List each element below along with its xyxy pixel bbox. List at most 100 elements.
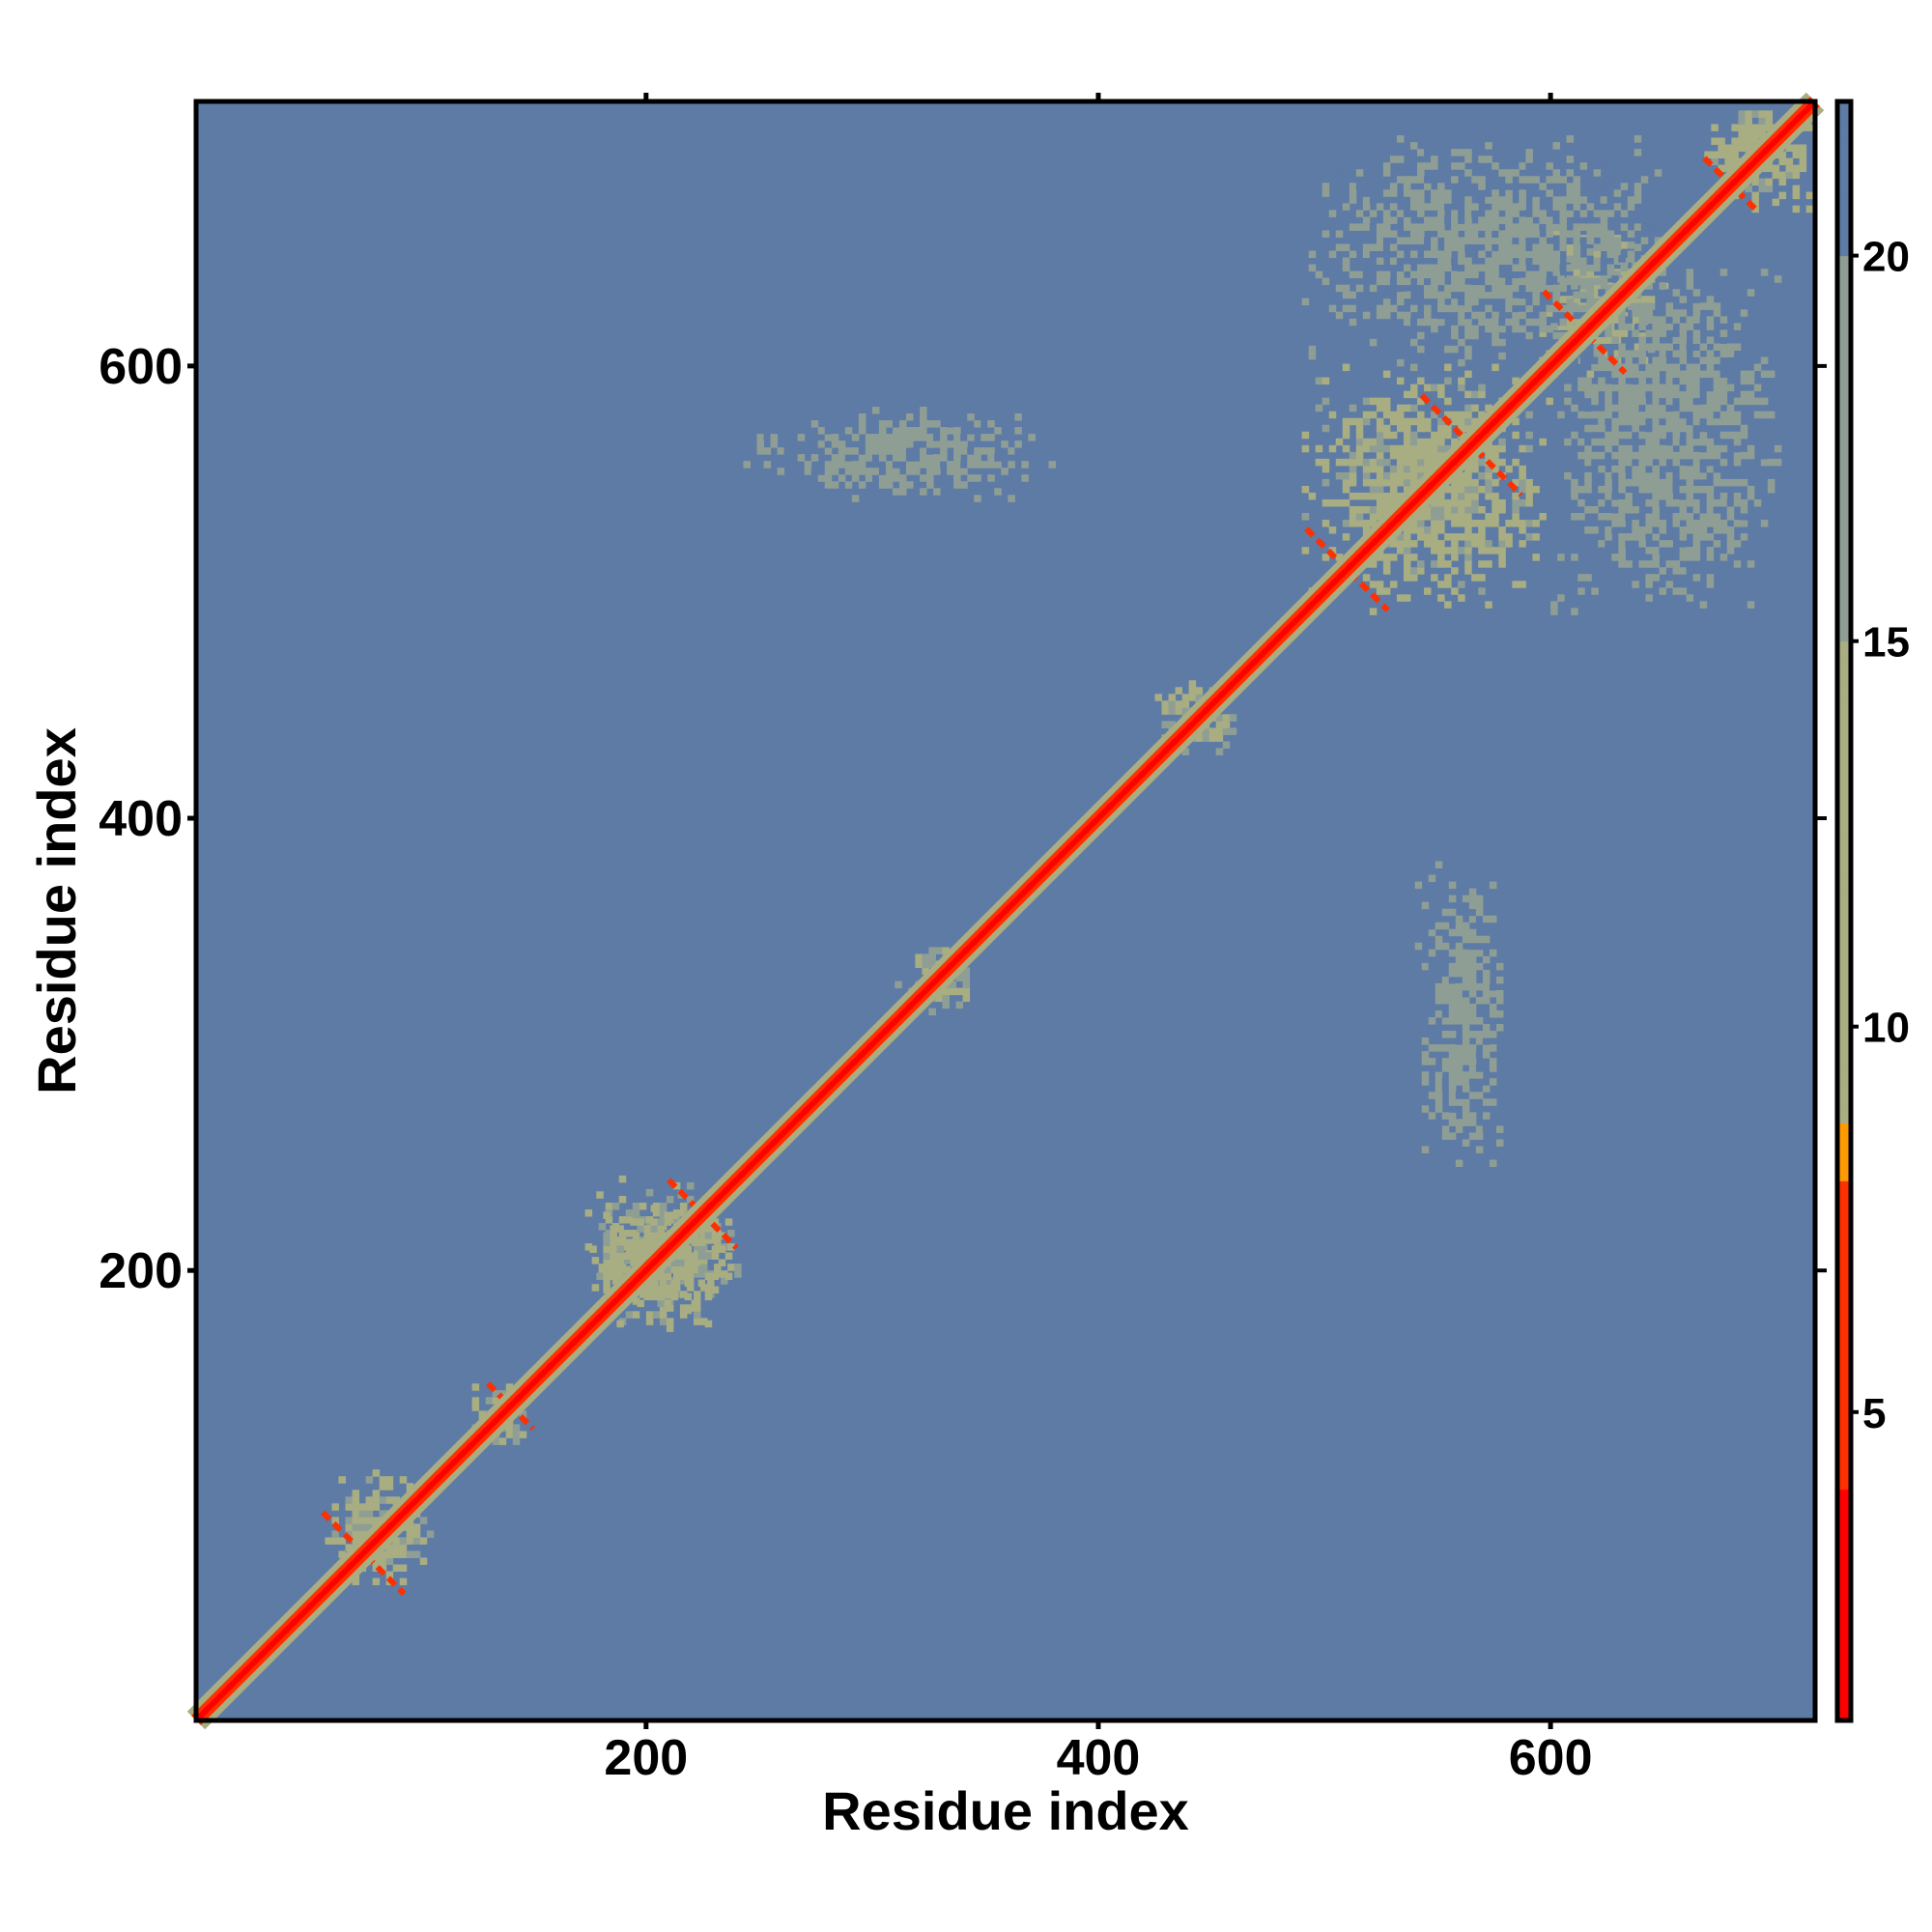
contact-cell [1478,506,1486,514]
contact-cell [1747,451,1755,460]
contact-cell [1652,478,1660,487]
contact-cell [1455,1051,1463,1059]
contact-cell [1485,560,1492,568]
contact-cell [724,1272,733,1281]
contact-cell [1546,397,1553,406]
contact-cell [878,468,887,475]
contact-cell [1498,547,1506,554]
contact-cell [797,454,806,462]
contact-cell [1441,976,1450,984]
contact-cell [1021,461,1029,469]
contact-cell [704,1252,713,1260]
contact-cell [1451,284,1459,293]
contact-cell [1792,185,1801,193]
contact-cell [1753,384,1762,392]
contact-cell [1699,601,1708,609]
contact-cell [610,1252,617,1260]
contact-cell [1618,431,1626,440]
contact-cell [1672,513,1681,521]
colorbar-segment [1837,949,1851,970]
contact-cell [1645,520,1653,527]
contact-cell [1444,601,1452,609]
contact-cell [1437,513,1445,521]
contact-cell [1362,520,1371,527]
contact-cell [1665,384,1674,392]
contact-cell [1455,989,1463,998]
contact-cell [1301,431,1310,440]
contact-cell [1431,506,1438,514]
contact-cell [1659,316,1667,324]
contact-cell [657,1299,666,1308]
contact-cell [1692,316,1701,324]
contact-cell [1468,1051,1477,1059]
contact-cell [1428,1112,1436,1120]
contact-cell [1552,223,1560,231]
contact-cell [1382,169,1391,177]
contact-cell [1591,506,1599,514]
contact-cell [1382,444,1391,453]
contact-cell [1448,1098,1457,1106]
contact-cell [865,474,873,482]
contact-cell [1448,1065,1457,1072]
contact-cell [1492,264,1499,272]
contact-cell [885,468,894,475]
contact-cell [1634,316,1642,324]
contact-cell [1733,498,1742,507]
contact-cell [1699,316,1708,324]
contact-cell [1625,431,1633,440]
contact-cell [1458,257,1465,266]
contact-cell [871,434,880,441]
contact-cell [1451,257,1459,266]
anti-diagonal-contact [1541,289,1628,376]
contact-cell [1485,243,1492,251]
contact-cell [1355,431,1364,440]
contact-cell [1376,417,1384,426]
contact-cell [1512,417,1520,426]
contact-cell [1632,404,1639,412]
contact-cell [1539,513,1547,521]
contact-cell [1424,587,1432,595]
contact-cell [1652,323,1660,330]
contact-cell [1471,243,1479,251]
contact-cell [1485,210,1492,217]
contact-cell [1444,506,1452,514]
contact-cell [885,474,894,482]
contact-cell [1767,458,1776,467]
contact-cell [935,994,943,1003]
contact-cell [1403,451,1411,460]
contact-cell [1692,540,1701,548]
contact-cell [1437,390,1445,399]
contact-cell [1573,311,1581,320]
contact-cell [1342,304,1350,313]
contact-cell [1620,329,1629,337]
contact-cell [1382,223,1391,231]
contact-cell [1573,183,1581,190]
contact-cell [1618,411,1626,419]
contact-cell [1396,257,1405,266]
contact-cell [1444,243,1452,251]
contact-cell [1659,520,1667,527]
contact-cell [947,440,954,448]
contact-cell [1382,498,1391,507]
colorbar-segment [1837,1316,1851,1336]
contact-cell [1451,216,1459,224]
contact-cell [1753,397,1762,406]
contact-cell [1349,196,1357,204]
contact-cell [1584,377,1592,385]
contact-cell [650,1218,659,1226]
contact-cell [1482,989,1491,998]
contact-cell [1458,533,1465,541]
contact-cell [831,468,839,475]
contact-cell [1492,318,1499,327]
contact-cell [1215,734,1224,742]
contact-cell [1308,345,1317,354]
contact-cell [1478,384,1486,392]
contact-cell [962,974,971,982]
contact-cell [1410,176,1418,184]
contact-cell [1355,438,1364,446]
contact-cell [1584,444,1592,453]
contact-cell [1458,162,1465,170]
contact-cell [1417,196,1425,204]
contact-cell [1403,424,1411,433]
contact-cell [679,1311,688,1319]
